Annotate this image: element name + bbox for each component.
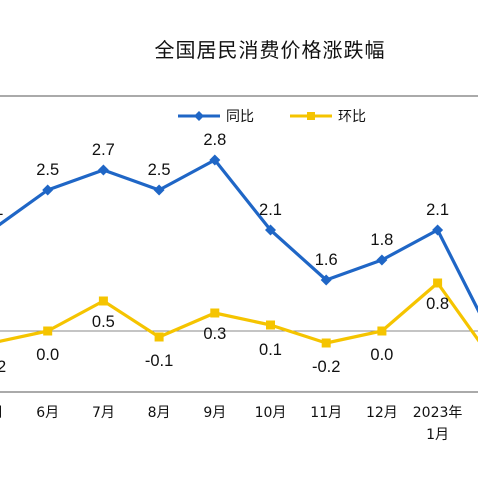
point-同比-3 — [153, 184, 165, 196]
data-label-同比-2: 2.7 — [92, 141, 115, 159]
point-同比-1 — [42, 184, 54, 196]
point-同比-2 — [97, 164, 109, 176]
point-环比-8 — [433, 278, 443, 288]
point-环比-2 — [98, 296, 108, 306]
x-tick-label-1: 6月 — [36, 405, 59, 421]
x-tick-label-0: 5月 — [0, 405, 3, 421]
series-layer — [0, 154, 478, 348]
legend-marker-同比 — [194, 111, 204, 121]
data-label-同比-4: 2.8 — [203, 131, 226, 149]
x-tick-label-3: 8月 — [148, 405, 171, 421]
data-label-环比-8: 0.8 — [426, 295, 449, 313]
x-tick-label-2: 7月 — [92, 405, 115, 421]
point-环比-7 — [377, 326, 387, 336]
point-环比-3 — [154, 332, 164, 342]
legend-label-环比: 环比 — [338, 109, 366, 125]
data-label-同比-3: 2.5 — [148, 161, 171, 179]
series-line-环比 — [0, 281, 478, 345]
point-环比-5 — [266, 320, 275, 330]
x-tick-label-8-1: 1月 — [426, 427, 449, 443]
point-同比-6 — [320, 274, 332, 286]
data-label-环比-7: 0.0 — [370, 346, 393, 364]
data-label-同比-6: 1.6 — [315, 251, 338, 269]
x-axis-ticks: 5月6月7月8月9月10月11月12月2023年1月2月 — [0, 405, 463, 443]
data-label-环比-5: 0.1 — [259, 341, 282, 359]
point-环比-1 — [43, 326, 53, 336]
data-label-环比-2: 0.5 — [92, 313, 115, 331]
data-label-同比-1: 2.5 — [36, 161, 59, 179]
legend: 同比 环比 — [178, 109, 366, 125]
data-label-环比-0: -0.2 — [0, 358, 6, 376]
data-labels: 2.12.52.72.52.82.11.61.82.11-0.20.00.5-0… — [0, 131, 449, 376]
point-同比-5 — [265, 224, 276, 236]
data-label-环比-6: -0.2 — [312, 358, 340, 376]
series-line-同比 — [0, 158, 478, 314]
x-tick-label-4: 9月 — [203, 405, 226, 421]
x-tick-label-6: 11月 — [310, 405, 342, 421]
point-同比-8 — [432, 224, 444, 236]
x-tick-label-5: 10月 — [255, 405, 287, 421]
data-label-环比-4: 0.3 — [203, 325, 226, 343]
data-label-同比-7: 1.8 — [370, 231, 393, 249]
point-同比-4 — [209, 154, 221, 166]
data-label-同比-5: 2.1 — [259, 201, 282, 219]
chart-title: 全国居民消费价格涨跌幅 — [154, 38, 386, 62]
point-环比-4 — [210, 308, 220, 318]
point-同比-7 — [376, 254, 388, 266]
data-label-同比-8: 2.1 — [426, 201, 449, 219]
legend-marker-环比 — [307, 112, 315, 120]
point-环比-6 — [321, 338, 331, 348]
legend-label-同比: 同比 — [226, 109, 254, 125]
x-tick-label-8-0: 2023年 — [413, 405, 463, 421]
data-label-环比-3: -0.1 — [145, 352, 173, 370]
data-label-同比-0: 2.1 — [0, 201, 3, 219]
plot-frame — [0, 95, 478, 393]
data-label-环比-1: 0.0 — [36, 346, 59, 364]
x-tick-label-7: 12月 — [366, 405, 398, 421]
